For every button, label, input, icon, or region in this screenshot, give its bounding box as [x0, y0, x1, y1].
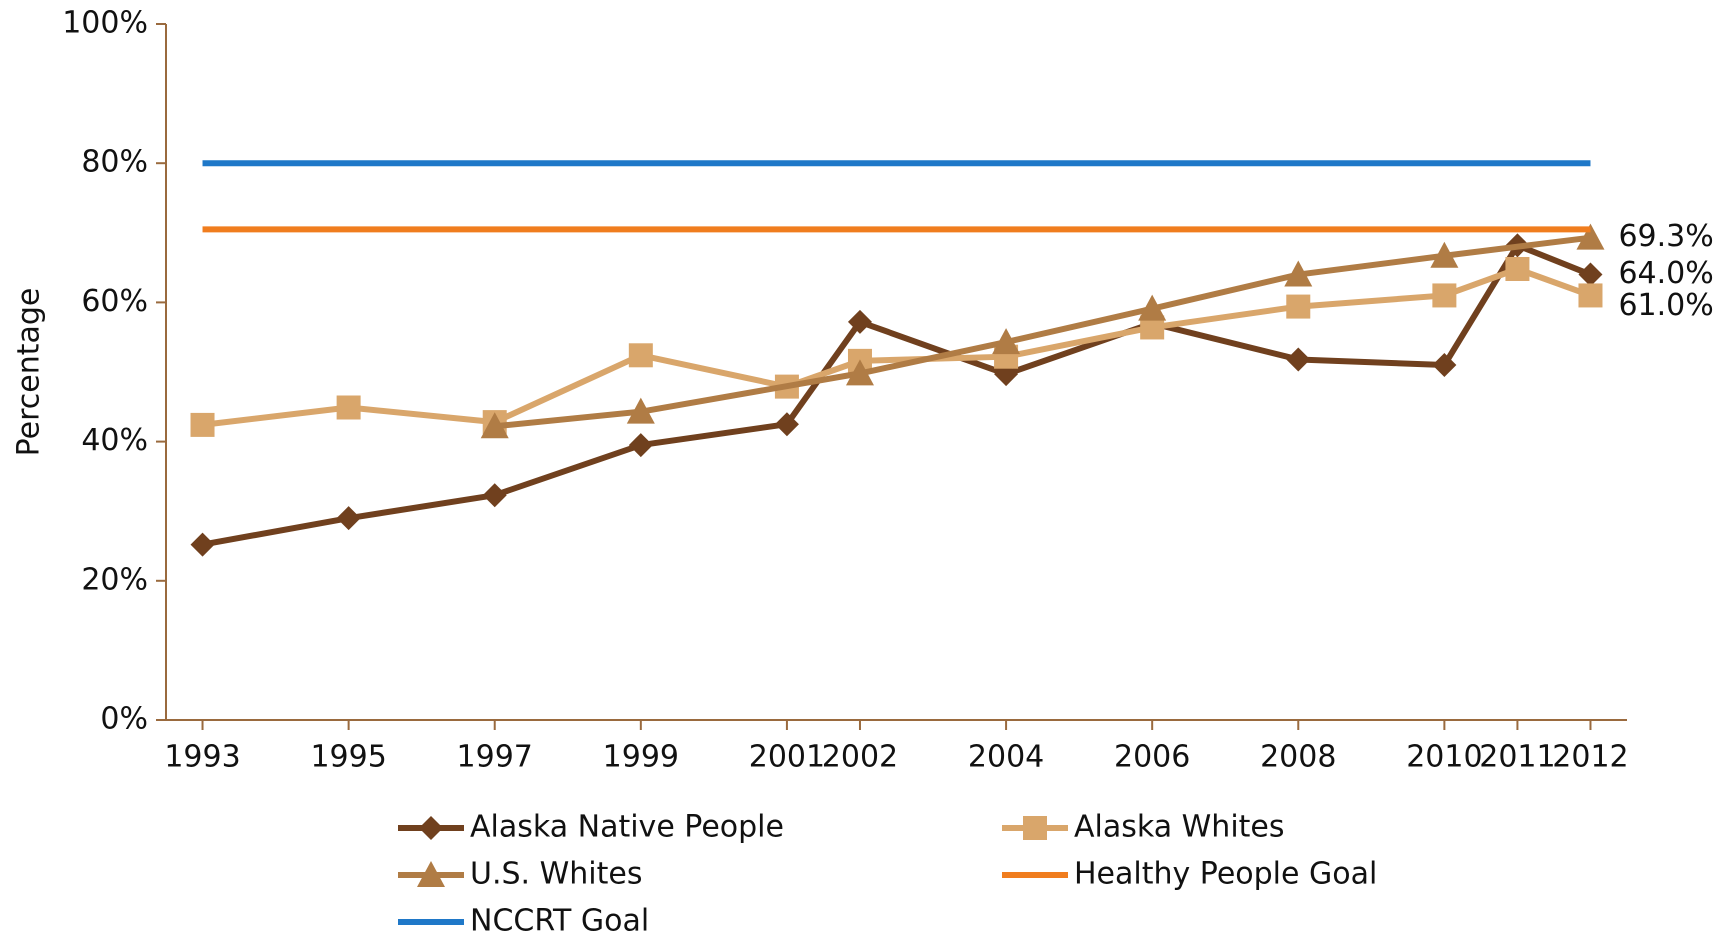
marker: [1578, 262, 1603, 287]
x-tick-label: 1997: [457, 740, 533, 775]
data-label: 61.0%: [1618, 288, 1713, 323]
marker: [336, 395, 361, 420]
marker: [482, 483, 507, 508]
marker: [845, 359, 874, 386]
marker: [992, 328, 1021, 355]
y-tick-label: 20%: [81, 562, 148, 597]
series-line: [202, 265, 1592, 428]
x-tick-label: 2001: [749, 740, 825, 775]
legend-label: Healthy People Goal: [1074, 857, 1377, 892]
marker: [626, 397, 655, 424]
y-tick-label: 40%: [81, 423, 148, 458]
marker: [1430, 241, 1459, 268]
x-tick-label: 1995: [310, 740, 386, 775]
legend-label: NCCRT Goal: [470, 904, 649, 934]
x-tick-label: 2002: [822, 740, 898, 775]
marker: [1284, 260, 1313, 287]
x-tick-label: 2006: [1114, 740, 1190, 775]
marker: [1286, 294, 1311, 319]
x-tick-label: 2004: [968, 740, 1044, 775]
marker: [774, 412, 799, 437]
y-tick-label: 60%: [81, 284, 148, 319]
marker: [1578, 283, 1603, 308]
y-tick-label: 80%: [81, 145, 148, 180]
x-tick-label: 2012: [1552, 740, 1628, 775]
marker: [1138, 294, 1167, 321]
y-tick-label: 0%: [100, 702, 148, 737]
legend-label: U.S. Whites: [470, 857, 642, 892]
marker: [336, 506, 361, 531]
legend-marker: [419, 816, 443, 840]
series-line: [494, 234, 1591, 430]
x-tick-label: 2008: [1260, 740, 1336, 775]
legend-marker: [1023, 816, 1047, 840]
marker: [480, 412, 509, 439]
x-tick-label: 1999: [603, 740, 679, 775]
y-axis-label: Percentage: [12, 288, 47, 457]
x-tick-label: 2010: [1406, 740, 1482, 775]
y-tick-label: 100%: [62, 6, 148, 41]
series-line: [201, 242, 1592, 548]
marker: [1505, 256, 1530, 281]
legend-label: Alaska Native People: [470, 810, 784, 845]
marker: [628, 343, 653, 368]
legend-marker: [417, 861, 445, 887]
marker: [1432, 283, 1457, 308]
data-label: 69.3%: [1618, 219, 1713, 254]
marker: [847, 309, 872, 334]
marker: [1286, 347, 1311, 372]
marker: [190, 532, 215, 557]
marker: [1576, 223, 1605, 250]
legend-label: Alaska Whites: [1074, 810, 1285, 845]
x-tick-label: 2011: [1479, 740, 1555, 775]
data-label: 64.0%: [1618, 256, 1713, 291]
marker: [190, 412, 215, 437]
marker: [1432, 353, 1457, 378]
x-tick-label: 1993: [164, 740, 240, 775]
marker: [628, 433, 653, 458]
